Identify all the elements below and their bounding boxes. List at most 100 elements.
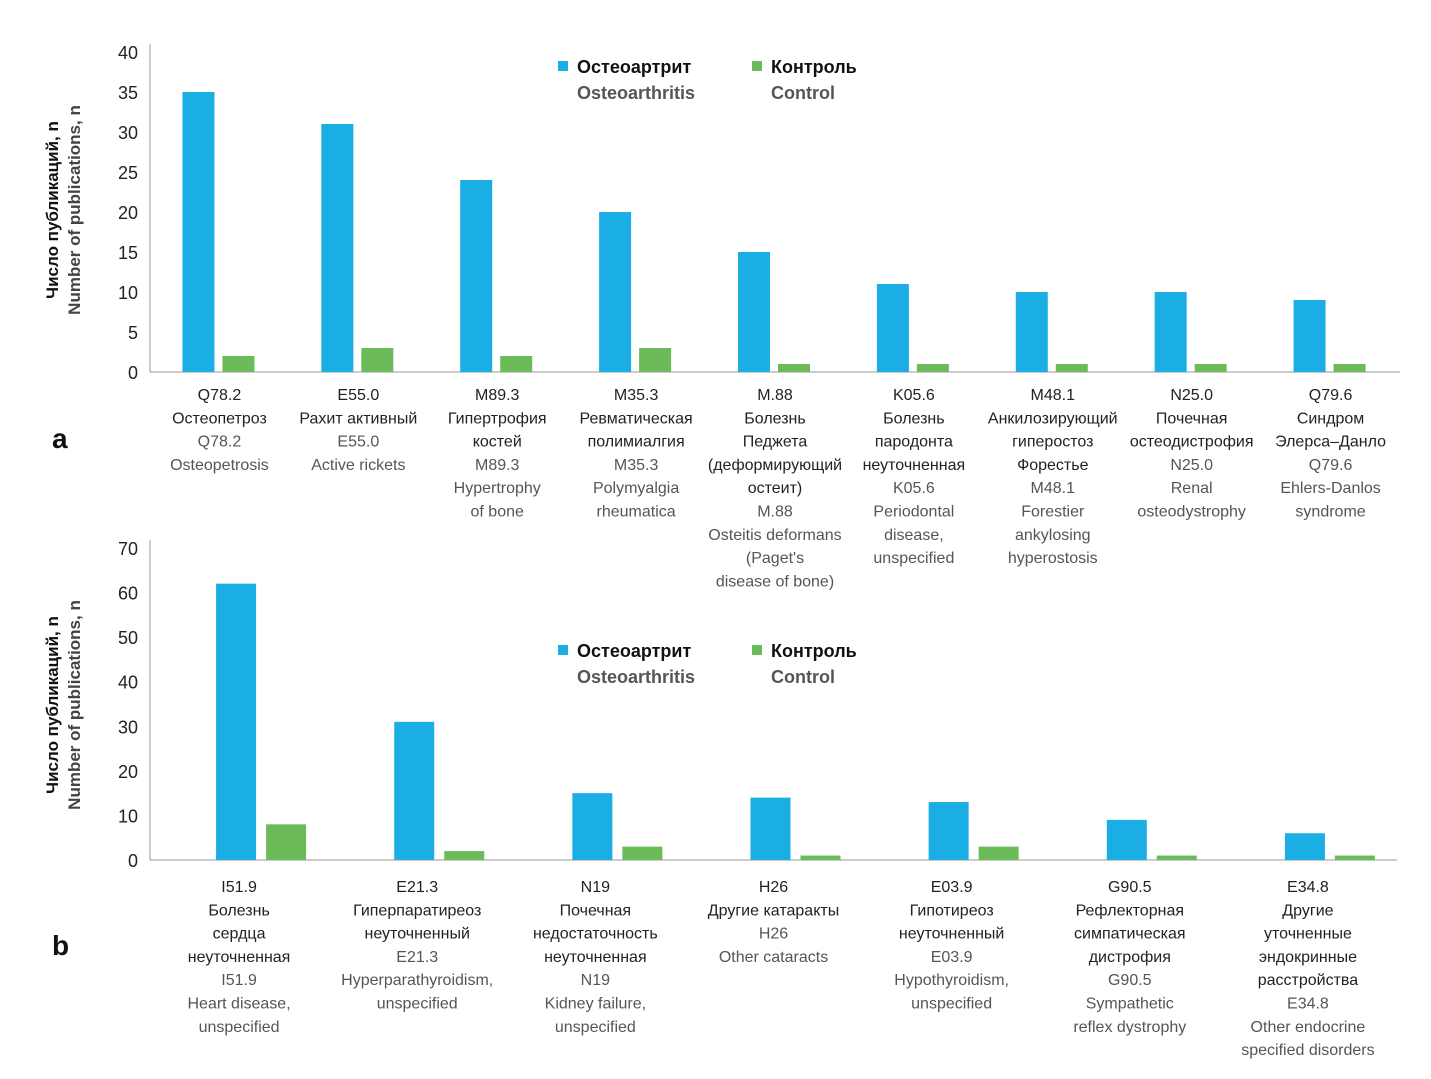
category-label-line: Q78.2 (198, 434, 242, 451)
category-label-line: N25.0 (1170, 387, 1213, 404)
category-label-line: костей (473, 434, 522, 451)
category-label-line: G90.5 (1108, 972, 1152, 989)
category-label-line: Q79.6 (1309, 457, 1353, 474)
bar-control (978, 846, 1019, 860)
y-tick-label: 20 (118, 203, 138, 223)
y-tick-label: 10 (118, 806, 138, 826)
category-label-line: неуточненная (544, 949, 647, 966)
y-tick-label: 0 (128, 363, 138, 383)
category-label-line: Болезнь (744, 410, 805, 427)
category-label-line: эндокринные (1259, 949, 1357, 966)
category-label-line: Ehlers-Danlos (1280, 480, 1380, 497)
category-label-line: Heart disease, (187, 996, 290, 1013)
legend-swatch-control (752, 645, 762, 655)
legend-b: Остеоартрит Osteoarthritis Контроль Cont… (558, 641, 857, 687)
bar-control (266, 824, 307, 860)
category-label-line: Остеопетроз (172, 410, 267, 427)
category-label-line: Элерса–Данло (1275, 434, 1386, 451)
category-label-line: N25.0 (1170, 457, 1213, 474)
category-label-line: Polymyalgia (593, 480, 679, 497)
legend-label-osteoarthritis-en: Osteoarthritis (577, 83, 695, 103)
bar-osteoarthritis (1293, 300, 1326, 372)
category-label-line: Renal (1171, 480, 1213, 497)
category-label-line: E55.0 (337, 434, 379, 451)
panel-label-a: a (52, 423, 68, 454)
y-tick-label: 35 (118, 83, 138, 103)
category-label-line: Other endocrine (1251, 1019, 1366, 1036)
y-tick-label: 30 (118, 123, 138, 143)
category-label-line: E03.9 (931, 949, 973, 966)
category-label-line: гиперостоз (1012, 434, 1093, 451)
category-label-line: расстройства (1258, 972, 1359, 989)
bar-control (800, 855, 841, 860)
category-label-line: M35.3 (614, 387, 659, 404)
y-tick-label: 0 (128, 851, 138, 871)
category-label-line: Гипотиреоз (910, 902, 994, 919)
y-axis-label-en: Number of publications, n (65, 600, 84, 810)
category-label-line: H26 (759, 879, 788, 896)
category-label-line: (деформирующий (708, 457, 842, 474)
category-label-line: reflex dystrophy (1073, 1019, 1186, 1036)
legend-a: Остеоартрит Osteoarthritis Контроль Cont… (558, 57, 857, 103)
category-label-line: Hypertrophy (454, 480, 541, 497)
category-label-line: Болезнь (208, 902, 269, 919)
bar-control (778, 364, 810, 372)
bar-osteoarthritis (750, 797, 791, 860)
y-axis-label-b: Число публикаций, n Number of publicatio… (43, 600, 84, 810)
bar-control (1156, 855, 1197, 860)
category-label-line: K05.6 (893, 387, 935, 404)
bar-control (1194, 364, 1227, 372)
category-label-line: Sympathetic (1086, 996, 1174, 1013)
category-label-line: E03.9 (931, 879, 973, 896)
bar-control (1055, 364, 1088, 372)
bar-osteoarthritis (1106, 819, 1147, 860)
category-label-line: Педжета (743, 434, 808, 451)
category-label-line: M.88 (757, 387, 793, 404)
category-label-line: остеит) (748, 480, 803, 497)
category-label-line: E34.8 (1287, 879, 1329, 896)
category-label-line: unspecified (911, 996, 992, 1013)
category-label-line: E21.3 (396, 949, 438, 966)
category-label-line: rheumatica (597, 504, 676, 521)
category-label-line: Ревматическая (580, 410, 693, 427)
plot-area-a: 0 5 10 15 20 25 30 35 40 Q78.2 Остеопетроз Q78.2 Ost… (118, 43, 1400, 590)
legend-label-control-ru: Контроль (771, 57, 857, 77)
category-label-line: неуточненный (364, 926, 469, 943)
bar-osteoarthritis (1015, 292, 1048, 372)
bar-osteoarthritis (321, 124, 354, 372)
y-axis-label-en: Number of publications, n (65, 105, 84, 315)
y-axis-label-ru: Число публикаций, n (43, 616, 62, 794)
y-axis-label-a: Число публикаций, n Number of publicatio… (43, 105, 84, 315)
category-label-line: M89.3 (475, 457, 520, 474)
category-label-line: E55.0 (337, 387, 379, 404)
category-label-line: Osteitis deformans (708, 527, 841, 544)
y-tick-label: 30 (118, 717, 138, 737)
category-label-line: остеодистрофия (1130, 434, 1254, 451)
category-label-line: Форестье (1017, 457, 1089, 474)
legend-label-control-en: Control (771, 83, 835, 103)
legend-label-control-ru: Контроль (771, 641, 857, 661)
bar-control (361, 348, 394, 372)
category-label-line: уточненные (1264, 926, 1352, 943)
bar-control (500, 356, 533, 372)
category-label-line: Другие катаракты (708, 902, 839, 919)
legend-swatch-osteoarthritis (558, 61, 568, 71)
legend-label-osteoarthritis-ru: Остеоартрит (577, 57, 691, 77)
category-label-line: disease of bone) (716, 573, 834, 590)
bar-control (1333, 364, 1366, 372)
category-label-line: unspecified (555, 1019, 636, 1036)
legend-swatch-control (752, 61, 762, 71)
y-tick-label: 20 (118, 762, 138, 782)
category-label-line: Osteopetrosis (170, 457, 269, 474)
bar-control (622, 846, 663, 860)
y-tick-label: 40 (118, 43, 138, 63)
category-label-line: G90.5 (1108, 879, 1152, 896)
category-label-line: M48.1 (1031, 480, 1076, 497)
bar-osteoarthritis (1284, 833, 1325, 860)
y-tick-label: 70 (118, 539, 138, 559)
category-label-line: M89.3 (475, 387, 520, 404)
plot-area-b: 0 10 20 30 40 50 60 70 I51.9 Болезнь сердца неуточн… (118, 539, 1397, 1059)
category-label-line: неуточненный (899, 926, 1004, 943)
bar-osteoarthritis (928, 802, 969, 860)
